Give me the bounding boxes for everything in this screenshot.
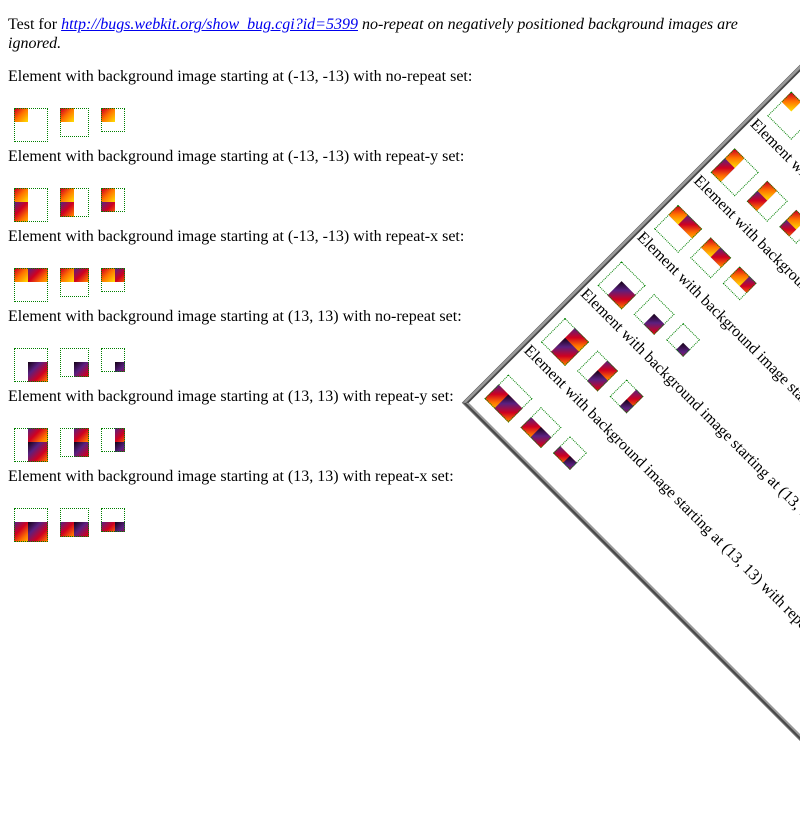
bg-test-box [60, 428, 89, 457]
section-caption: Element with background image starting a… [633, 228, 800, 562]
section-caption: Element with background image starting a… [8, 388, 454, 405]
bg-test-box [690, 237, 732, 279]
bg-test-box [101, 508, 125, 532]
bg-test-box [60, 508, 89, 537]
bg-test-box [101, 348, 125, 372]
bg-test-box [60, 108, 89, 137]
section-caption: Element with background image starting a… [8, 308, 462, 325]
bug-link[interactable]: http://bugs.webkit.org/show_bug.cgi?id=5… [61, 16, 358, 33]
bg-test-box [722, 266, 757, 301]
page: Test for http://bugs.webkit.org/show_bug… [8, 4, 800, 833]
bg-test-box [633, 293, 675, 335]
intro-text: Test for http://bugs.webkit.org/show_bug… [8, 15, 768, 53]
bg-test-box [14, 188, 48, 222]
section-caption: Element with background image starting a… [8, 148, 465, 165]
bg-test-box [577, 350, 619, 392]
bg-test-box [101, 188, 125, 212]
section-caption: Element with background image starting a… [8, 68, 473, 85]
bg-test-box [101, 108, 125, 132]
bg-test-box [484, 374, 533, 423]
bg-test-box [101, 428, 125, 452]
bg-test-box [60, 348, 89, 377]
bg-test-box [552, 436, 587, 470]
section-caption: Element with background image starting a… [8, 468, 454, 485]
bg-test-box [14, 508, 48, 542]
bg-test-box [746, 180, 788, 222]
bg-test-box [60, 268, 89, 297]
bg-test-box [101, 268, 125, 292]
section-caption: Element with background image starting a… [8, 228, 465, 245]
bg-test-box [14, 108, 48, 142]
bg-test-box [14, 428, 48, 462]
bg-test-box [60, 188, 89, 217]
intro-prefix: Test for [8, 16, 62, 33]
bg-test-box [14, 348, 48, 382]
bg-test-box [609, 379, 644, 414]
intro-suffix: no-repeat on negatively positioned backg… [8, 16, 738, 52]
bg-test-box [779, 209, 800, 244]
bg-test-box [14, 268, 48, 302]
main-content: Test for http://bugs.webkit.org/show_bug… [8, 15, 768, 542]
bg-test-box [666, 322, 701, 357]
bg-test-box [520, 407, 562, 449]
